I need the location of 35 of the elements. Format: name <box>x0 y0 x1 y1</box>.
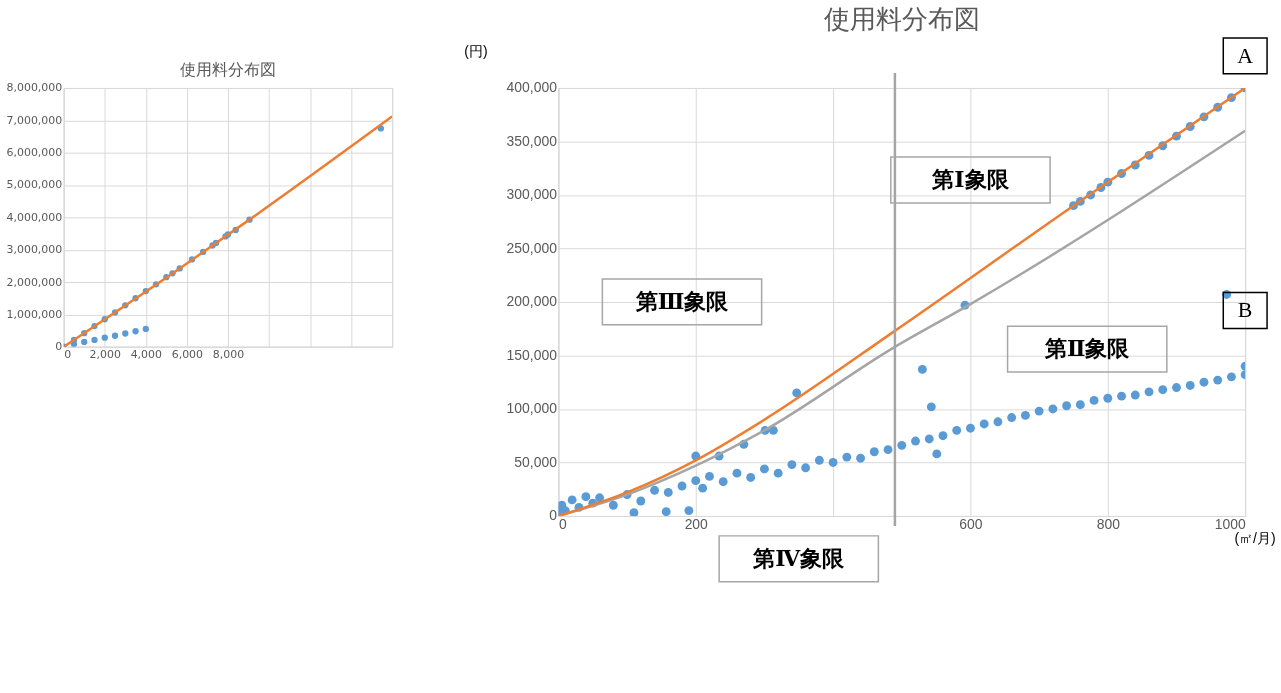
y-tick-label: 8,000,000 <box>6 81 63 95</box>
annotation: 第Ⅲ象限 <box>634 287 730 314</box>
y-tick-label: 2,000,000 <box>6 275 63 289</box>
annotation: 第Ⅱ象限 <box>1043 335 1131 362</box>
y-tick-label: 6,000,000 <box>6 146 63 160</box>
y-tick-label: 50,000 <box>514 453 558 470</box>
y-tick-label: 7,000,000 <box>6 113 63 127</box>
x-tick-label: 200 <box>684 516 709 533</box>
y-tick-label: 350,000 <box>506 132 558 149</box>
y-tick-label: 3,000,000 <box>6 243 63 257</box>
y-tick-label: 400,000 <box>506 79 558 96</box>
x-tick-label: 0 <box>64 348 72 362</box>
y-tick-label: 4,000,000 <box>6 210 63 224</box>
y-tick-label: 100,000 <box>506 400 558 417</box>
y-tick-label: 1,000,000 <box>6 307 63 321</box>
annotation: 第Ⅰ象限 <box>931 165 1010 192</box>
y-tick-label: 200,000 <box>506 293 558 310</box>
x-tick-label: 8,000 <box>212 348 245 362</box>
chart-title: 使用料分布図 <box>179 60 276 80</box>
y-tick-label: 300,000 <box>506 186 558 203</box>
y-tick-label: 250,000 <box>506 239 558 256</box>
text: A <box>1237 42 1254 68</box>
annotation: B <box>1237 297 1253 323</box>
x-tick-label: 6,000 <box>171 348 204 362</box>
y-tick-label: 5,000,000 <box>6 178 63 192</box>
chart-title: 使用料分布図 <box>823 4 980 35</box>
x-tick-label: 4,000 <box>130 348 163 362</box>
x-tick-label: 2,000 <box>89 348 121 362</box>
x-tick-label: 800 <box>1096 516 1121 533</box>
y-tick-label: 150,000 <box>506 346 558 363</box>
x-tick-label: 1000 <box>1214 516 1246 533</box>
x-axis-title: (㎡/月) <box>1234 530 1276 547</box>
y-axis-title: (円) <box>464 42 488 59</box>
text: 第Ⅳ象限 <box>752 544 846 571</box>
x-tick-label: 600 <box>959 516 983 533</box>
